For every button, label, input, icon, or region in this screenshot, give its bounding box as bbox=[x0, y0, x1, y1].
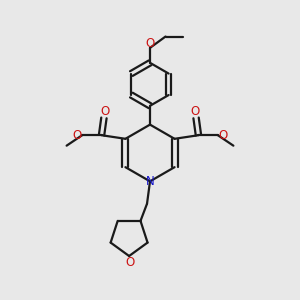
Text: O: O bbox=[218, 129, 228, 142]
Text: O: O bbox=[126, 256, 135, 269]
Text: O: O bbox=[100, 105, 109, 118]
Text: O: O bbox=[72, 129, 82, 142]
Text: O: O bbox=[146, 37, 154, 50]
Text: N: N bbox=[146, 175, 154, 188]
Text: O: O bbox=[191, 105, 200, 118]
